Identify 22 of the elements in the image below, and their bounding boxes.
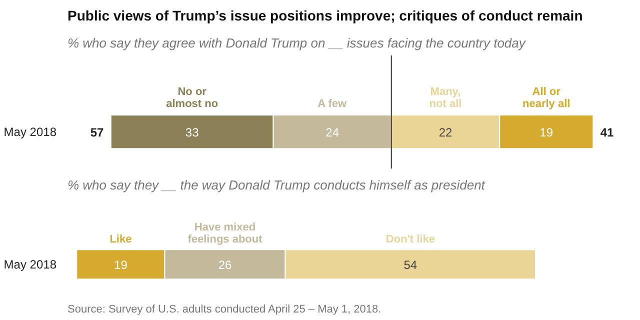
data-label: 33 — [185, 125, 200, 140]
data-label: 19 — [114, 258, 128, 272]
chart-subtitle: % who say they __ the way Donald Trump conducts himself as president — [68, 178, 486, 192]
y-tick-label: May 2018 — [4, 257, 57, 272]
data-label: 22 — [438, 125, 452, 140]
series-label: Many, not all — [429, 86, 462, 110]
data-label: 26 — [218, 258, 232, 272]
chart-title: Public views of Trump’s issue positions improve; critiques of conduct remain — [68, 8, 583, 24]
series-label: Have mixed feelings about — [188, 221, 263, 246]
y-tick-label: May 2018 — [4, 124, 57, 139]
series-label: Like — [110, 233, 132, 246]
text: 41 — [600, 125, 614, 140]
data-label: 54 — [404, 258, 418, 272]
series-label: Don't like — [386, 233, 435, 246]
data-label: 24 — [326, 125, 340, 140]
text: 57 — [90, 125, 104, 140]
source-note: Source: Survey of U.S. adults conducted April 25 – May 1, 2018. — [68, 304, 382, 316]
series-label: All or nearly all — [522, 86, 570, 110]
series-label: A few — [318, 98, 348, 110]
series-label: No or almost no — [166, 86, 218, 110]
chart-subtitle: % who say they agree with Donald Trump on __ issues facing the country today — [68, 36, 527, 50]
data-label: 19 — [540, 125, 554, 140]
